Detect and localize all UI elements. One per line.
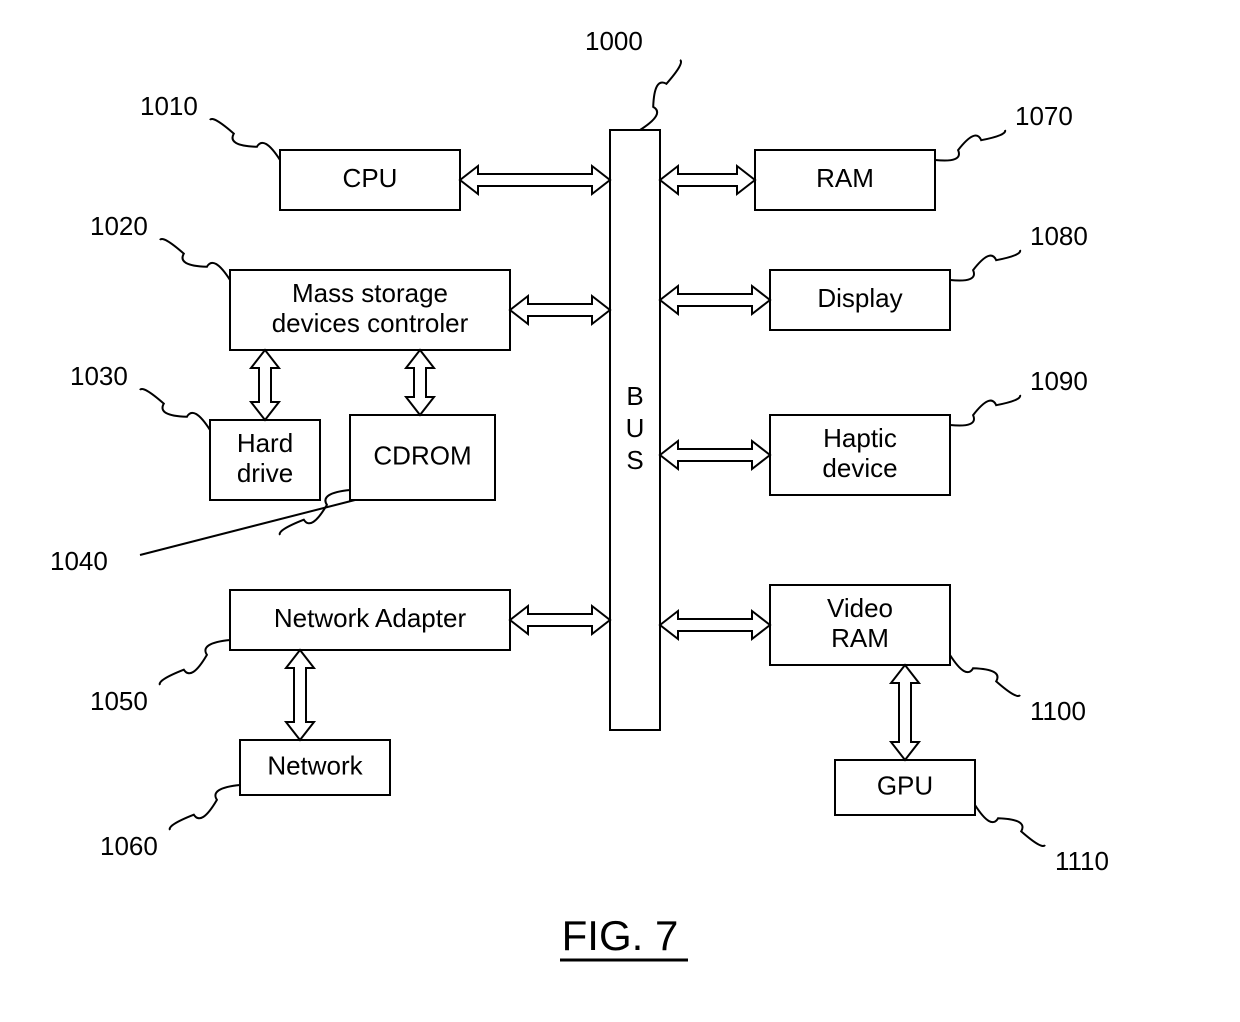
double-arrow-h (510, 296, 610, 324)
double-arrow-h (510, 606, 610, 634)
ram-label: RAM (816, 163, 874, 193)
ref-leader (950, 250, 1020, 281)
bus-label: B (626, 381, 643, 411)
ref-1030: 1030 (70, 361, 128, 391)
figure-caption: FIG. 7 (562, 912, 679, 959)
ref-1100: 1100 (1030, 696, 1086, 726)
ref-1060: 1060 (100, 831, 158, 861)
hard-label: Harddrive (237, 428, 293, 488)
ref-1040: 1040 (50, 546, 108, 576)
ref-leader (140, 389, 210, 430)
ref-leader (950, 395, 1020, 426)
cdrom-label: CDROM (373, 440, 471, 470)
double-arrow-h (660, 611, 770, 639)
double-arrow-v (251, 350, 279, 420)
double-arrow-h (660, 286, 770, 314)
ref-1080: 1080 (1030, 221, 1088, 251)
display-label: Display (817, 283, 902, 313)
bus-label: U (626, 413, 645, 443)
double-arrow-h (460, 166, 610, 194)
ref-1090: 1090 (1030, 366, 1088, 396)
ref-leader (170, 785, 240, 830)
ref-1070: 1070 (1015, 101, 1073, 131)
ref-leader (975, 805, 1045, 846)
cpu-label: CPU (343, 163, 398, 193)
network-label: Network (267, 750, 363, 780)
ref-leader (950, 655, 1020, 696)
system-bus-diagram: BUS 1000 CPU Mass storagedevices controler H… (0, 0, 1240, 1022)
ref-leader (935, 130, 1005, 161)
double-arrow-v (406, 350, 434, 415)
ref-leader (160, 239, 230, 280)
vram-label: VideoRAM (827, 593, 893, 653)
ref-1050: 1050 (90, 686, 148, 716)
netadp-label: Network Adapter (274, 603, 467, 633)
gpu-label: GPU (877, 770, 933, 800)
ref-1000: 1000 (585, 26, 643, 56)
ref-leader (640, 60, 681, 130)
double-arrow-h (660, 166, 755, 194)
double-arrow-v (891, 665, 919, 760)
double-arrow-h (660, 441, 770, 469)
bus-label: S (626, 445, 643, 475)
double-arrow-v (286, 650, 314, 740)
ref-leader (160, 640, 230, 685)
ref-1020: 1020 (90, 211, 148, 241)
ref-leader (140, 500, 355, 555)
ref-1010: 1010 (140, 91, 198, 121)
mass-label: Mass storagedevices controler (272, 278, 469, 338)
ref-1110: 1110 (1055, 846, 1109, 876)
haptic-label: Hapticdevice (822, 423, 897, 483)
ref-leader (210, 119, 280, 160)
